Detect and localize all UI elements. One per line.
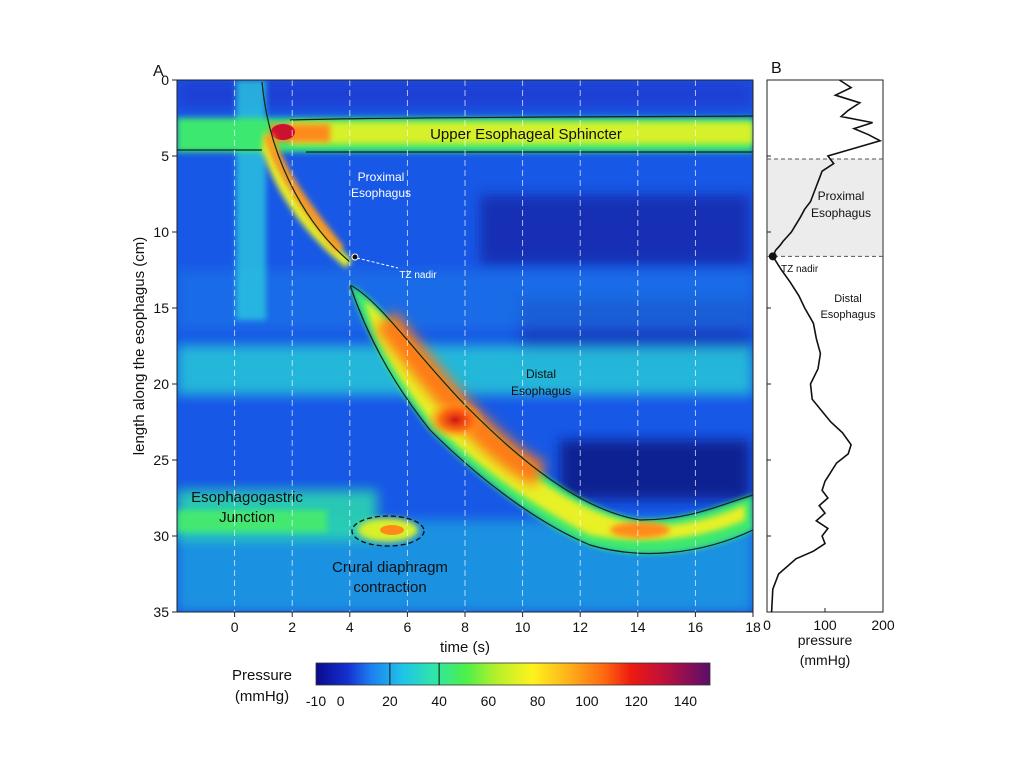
crural-label-line2: contraction bbox=[353, 579, 426, 596]
colorbar-tick-label: 40 bbox=[431, 693, 447, 709]
x-tick-label-a: 2 bbox=[288, 619, 296, 635]
proximal-label-line2: Esophagus bbox=[351, 186, 411, 200]
distal-label-line2: Esophagus bbox=[511, 384, 571, 398]
distal-label-line1: Distal bbox=[526, 367, 556, 381]
colorbar-tick-label: 80 bbox=[530, 693, 546, 709]
y-tick-label-a: 25 bbox=[153, 452, 169, 468]
b-distal-label-line1: Distal bbox=[834, 293, 862, 305]
y-axis-title-a: length along the esophagus (cm) bbox=[131, 237, 148, 455]
x-tick-label-b: 100 bbox=[813, 617, 837, 633]
y-tick-label-a: 20 bbox=[153, 376, 169, 392]
proximal-shaded-region bbox=[768, 159, 882, 257]
ues-label: Upper Esophageal Sphincter bbox=[430, 126, 622, 143]
y-tick-label-a: 30 bbox=[153, 528, 169, 544]
crural-ellipse bbox=[351, 515, 425, 547]
b-tz-nadir-point bbox=[768, 252, 777, 261]
pressure-colorbar: -10 0 20 40 60 80 100 120 140 bbox=[306, 662, 711, 709]
colorbar-tick-label: 0 bbox=[337, 693, 345, 709]
x-tick-label-b: 200 bbox=[871, 617, 895, 633]
x-tick-label-b: 0 bbox=[763, 617, 771, 633]
colorbar-tick-label: 120 bbox=[624, 693, 648, 709]
x-tick-label-a: 8 bbox=[461, 619, 469, 635]
y-tick-label-a: 35 bbox=[153, 604, 169, 620]
tz-leader-line bbox=[356, 257, 399, 269]
x-tick-label-a: 14 bbox=[630, 619, 646, 635]
x-tick-label-a: 16 bbox=[688, 619, 704, 635]
pressure-profile-panel: 0 100 200 bbox=[763, 79, 895, 633]
x-axis-title-a: time (s) bbox=[440, 639, 490, 656]
colorbar-tick-label: 20 bbox=[382, 693, 398, 709]
colorbar-label-line1: Pressure bbox=[232, 667, 292, 684]
colorbar-tick-label: 60 bbox=[481, 693, 497, 709]
heatmap-annotations: Upper Esophageal Sphincter Proximal Esop… bbox=[191, 126, 622, 596]
y-tick-label-a: 0 bbox=[161, 72, 169, 88]
x-tick-label-a: 6 bbox=[404, 619, 412, 635]
x-tick-label-a: 0 bbox=[231, 619, 239, 635]
x-tick-label-a: 18 bbox=[745, 619, 761, 635]
x-tick-label-a: 12 bbox=[572, 619, 588, 635]
tz-nadir-point bbox=[351, 253, 359, 261]
colorbar-gradient bbox=[315, 662, 711, 686]
b-tz-label: TZ nadir bbox=[781, 264, 819, 275]
proximal-label-line1: Proximal bbox=[358, 170, 405, 184]
b-proximal-label-line1: Proximal bbox=[818, 189, 865, 203]
panel-a-axes: 0 2 4 6 8 10 12 14 16 18 0 5 10 15 20 25 30 35 bbox=[153, 72, 761, 635]
y-tick-label-a: 5 bbox=[161, 148, 169, 164]
colorbar-tick-label: 100 bbox=[575, 693, 599, 709]
colorbar-tick-label: -10 bbox=[306, 693, 326, 709]
colorbar-tick-label: 140 bbox=[674, 693, 698, 709]
crural-label-line1: Crural diaphragm bbox=[332, 559, 448, 576]
x-axis-title-b-line1: pressure bbox=[798, 632, 853, 648]
y-tick-label-a: 15 bbox=[153, 300, 169, 316]
b-proximal-label-line2: Esophagus bbox=[811, 206, 871, 220]
colorbar-label-line2: (mmHg) bbox=[235, 688, 289, 705]
time-gridlines bbox=[234, 80, 753, 612]
tz-label: TZ nadir bbox=[399, 270, 437, 281]
x-tick-label-a: 10 bbox=[515, 619, 531, 635]
egj-label-line1: Esophagogastric bbox=[191, 489, 303, 506]
panel-label-b: B bbox=[771, 60, 782, 77]
egj-label-line2: Junction bbox=[219, 509, 275, 526]
panel-label-a: A bbox=[153, 63, 164, 80]
y-tick-label-a: 10 bbox=[153, 224, 169, 240]
x-axis-title-b-line2: (mmHg) bbox=[800, 652, 851, 668]
x-tick-label-a: 4 bbox=[346, 619, 354, 635]
pressure-profile-line bbox=[770, 79, 883, 613]
b-distal-label-line2: Esophagus bbox=[820, 309, 876, 321]
heatmap-area bbox=[177, 80, 753, 612]
